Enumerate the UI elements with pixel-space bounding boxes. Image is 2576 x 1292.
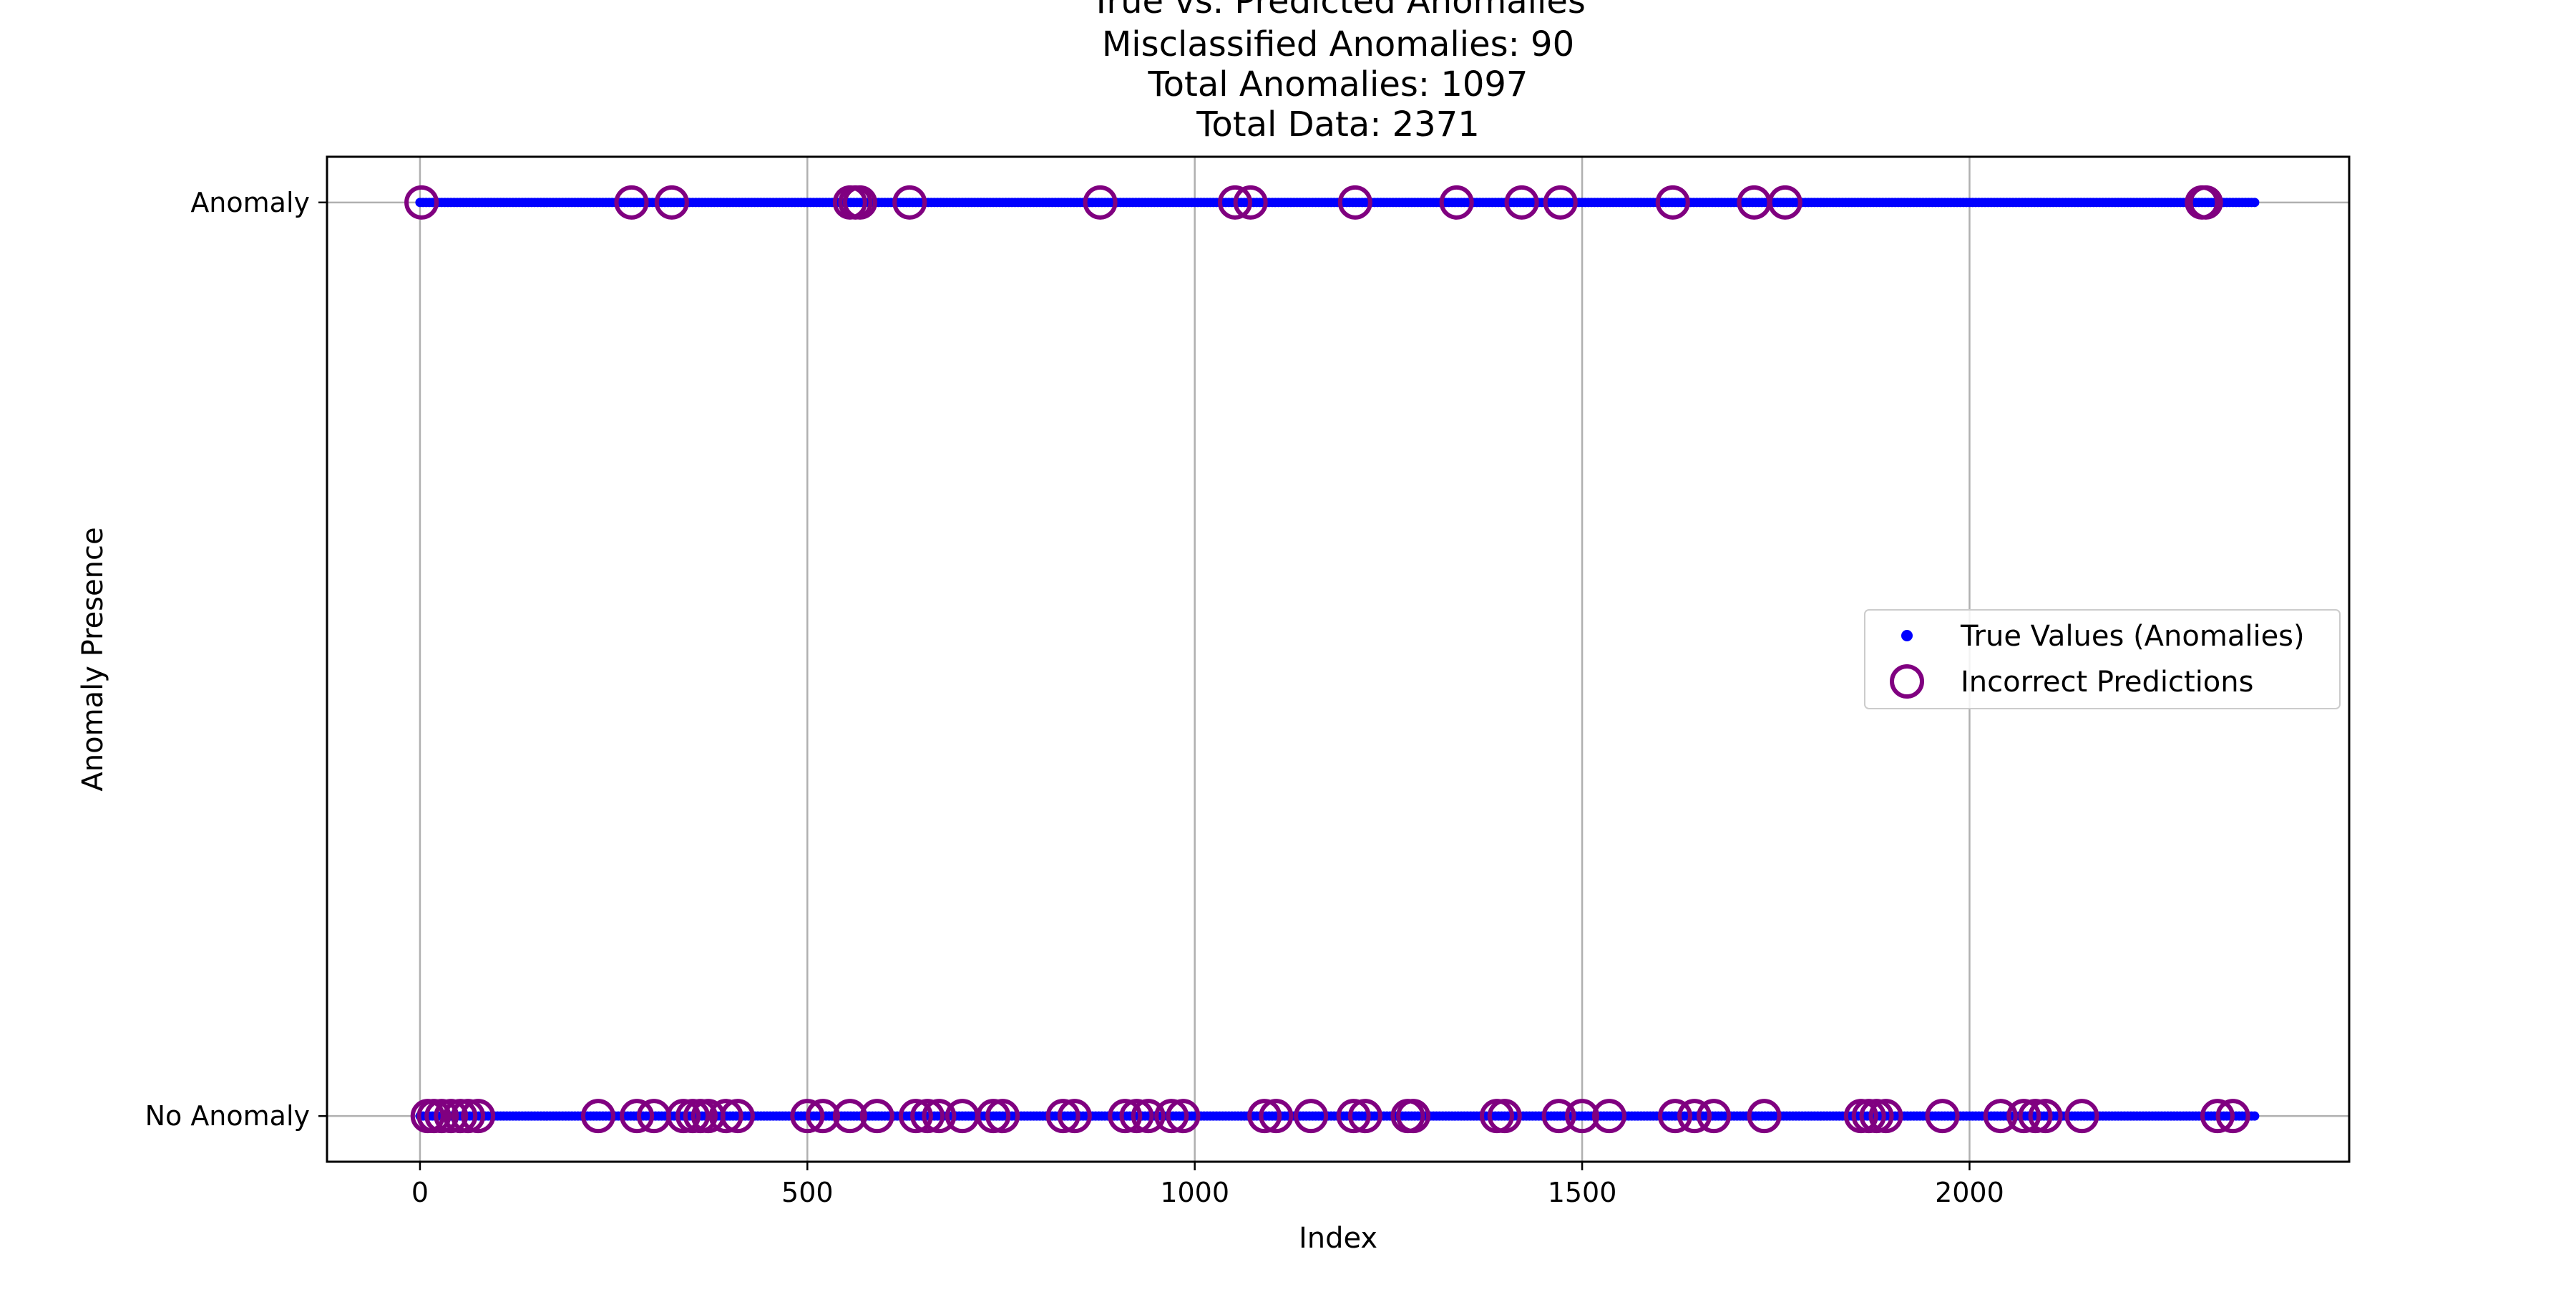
incorrect-prediction-point	[666, 1099, 701, 1134]
incorrect-prediction-point	[985, 1099, 1020, 1134]
x-tick-label: 1000	[1160, 1177, 1229, 1208]
legend-marker-incorrect-predictions	[1890, 664, 1924, 699]
incorrect-prediction-point	[2200, 1099, 2235, 1134]
incorrect-prediction-point	[1045, 1099, 1080, 1134]
incorrect-prediction-point	[654, 185, 689, 220]
incorrect-prediction-point	[1294, 1099, 1329, 1134]
incorrect-prediction-point	[1868, 1099, 1903, 1134]
incorrect-prediction-point	[2188, 185, 2223, 220]
incorrect-prediction-point	[1166, 1099, 1201, 1134]
incorrect-prediction-point	[1767, 185, 1802, 220]
incorrect-prediction-point	[404, 185, 439, 220]
incorrect-prediction-point	[842, 185, 877, 220]
title-line-2: Misclassified Anomalies: 90	[1102, 24, 1574, 64]
incorrect-prediction-point	[1697, 1099, 1732, 1134]
incorrect-prediction-point	[1565, 1099, 1600, 1134]
incorrect-prediction-point	[1217, 185, 1252, 220]
x-tick-label: 1500	[1548, 1177, 1617, 1208]
incorrect-prediction-point	[859, 1099, 894, 1134]
legend-label-true-values: True Values (Anomalies)	[1960, 620, 2305, 653]
legend-box	[1864, 609, 2341, 709]
incorrect-prediction-point	[1131, 1099, 1166, 1134]
x-tick-label: 2000	[1935, 1177, 2004, 1208]
incorrect-prediction-point	[1541, 1099, 1576, 1134]
y-axis-label: Anomaly Presence	[77, 527, 109, 791]
incorrect-prediction-point	[2018, 1099, 2053, 1134]
x-axis-ticks: 0 500 1000 1500 2000	[411, 1162, 2004, 1208]
incorrect-prediction-point	[461, 1099, 496, 1134]
incorrect-prediction-point	[892, 185, 927, 220]
true-value-point	[2250, 1111, 2260, 1121]
incorrect-prediction-point	[1543, 185, 1578, 220]
incorrect-prediction-point	[1439, 185, 1474, 220]
incorrect-prediction-point	[910, 1099, 945, 1134]
legend: True Values (Anomalies) Incorrect Predic…	[1864, 609, 2341, 709]
incorrect-prediction-point	[922, 1099, 957, 1134]
incorrect-prediction-point	[1677, 1099, 1712, 1134]
plot-area-frame	[326, 155, 2351, 1163]
incorrect-prediction-point	[451, 1099, 486, 1134]
y-tick-label: Anomaly	[190, 187, 310, 218]
incorrect-prediction-point	[1336, 1099, 1371, 1134]
incorrect-prediction-point	[2028, 1099, 2063, 1134]
incorrect-prediction-point	[2006, 1099, 2041, 1134]
x-tick-label: 500	[781, 1177, 834, 1208]
incorrect-prediction-point	[832, 1099, 867, 1134]
incorrect-prediction-point	[720, 1099, 755, 1134]
legend-label-incorrect-predictions: Incorrect Predictions	[1961, 666, 2253, 699]
title-line-1: True vs. Predicted Anomalies	[1090, 0, 1586, 21]
incorrect-prediction-point	[790, 1099, 825, 1134]
title-line-3: Total Anomalies: 1097	[1148, 64, 1528, 105]
incorrect-prediction-point	[1259, 1099, 1294, 1134]
incorrect-prediction-point	[2064, 1099, 2099, 1134]
incorrect-prediction-point	[1247, 1099, 1282, 1134]
incorrect-prediction-point	[1504, 185, 1539, 220]
chart-title: True vs. Predicted Anomalies Misclassifi…	[1090, 0, 1586, 145]
incorrect-prediction-point	[1658, 1099, 1692, 1134]
y-axis-ticks: No Anomaly Anomaly	[145, 187, 327, 1132]
incorrect-prediction-point	[1337, 185, 1372, 220]
x-tick-label: 0	[411, 1177, 429, 1208]
incorrect-prediction-point	[620, 1099, 655, 1134]
incorrect-prediction-point	[580, 1099, 615, 1134]
incorrect-prediction-point	[424, 1099, 459, 1134]
incorrect-prediction-point	[1591, 1099, 1626, 1134]
incorrect-prediction-point	[1057, 1099, 1092, 1134]
x-axis-label: Index	[1299, 1222, 1377, 1255]
incorrect-prediction-point	[1983, 1099, 2018, 1134]
incorrect-prediction-point	[1083, 185, 1118, 220]
incorrect-prediction-point	[2215, 1099, 2250, 1134]
legend-marker-true-values	[1901, 630, 1913, 641]
incorrect-prediction-point	[1154, 1099, 1189, 1134]
incorrect-prediction-point	[1119, 1099, 1154, 1134]
y-tick-label: No Anomaly	[145, 1100, 310, 1132]
true-value-point	[2250, 198, 2260, 208]
incorrect-prediction-point	[1233, 185, 1268, 220]
incorrect-prediction-point	[976, 1099, 1011, 1134]
incorrect-prediction-point	[1108, 1099, 1143, 1134]
title-line-4: Total Data: 2371	[1196, 105, 1480, 145]
incorrect-prediction-point	[1747, 1099, 1782, 1134]
incorrect-prediction-point	[1859, 1099, 1894, 1134]
incorrect-prediction-point	[1347, 1099, 1382, 1134]
incorrect-prediction-point	[1487, 1099, 1522, 1134]
incorrect-prediction-point	[1655, 185, 1690, 220]
incorrect-prediction-point	[1925, 1099, 1960, 1134]
incorrect-prediction-point	[898, 1099, 933, 1134]
incorrect-prediction-point	[434, 1099, 469, 1134]
incorrect-prediction-point	[708, 1099, 743, 1134]
incorrect-prediction-point	[614, 185, 649, 220]
incorrect-predictions-series	[404, 185, 2250, 1134]
incorrect-prediction-point	[1396, 1099, 1431, 1134]
incorrect-prediction-point	[805, 1099, 840, 1134]
